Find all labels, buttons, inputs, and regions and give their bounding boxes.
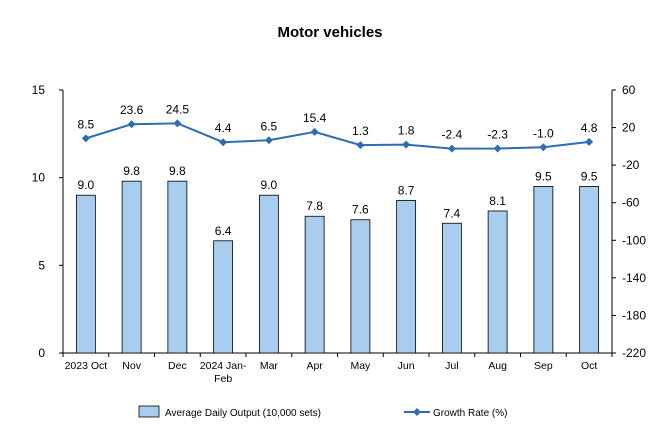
left-tick-label: 5	[38, 258, 45, 272]
category-label: Oct	[581, 360, 597, 372]
growth-marker	[219, 138, 228, 147]
growth-marker	[264, 136, 273, 145]
category-label: Apr	[306, 360, 323, 372]
bar-value-label: 7.6	[352, 203, 369, 217]
bar-value-label: 9.5	[535, 169, 552, 183]
growth-marker	[447, 144, 456, 153]
bar-value-label: 9.8	[123, 164, 140, 178]
bar-value-label: 9.5	[581, 169, 598, 183]
category-label: Jun	[398, 360, 415, 372]
right-tick-label: -180	[622, 308, 646, 322]
bar	[396, 200, 417, 354]
growth-marker	[585, 137, 594, 146]
bar-value-label: 8.1	[489, 194, 506, 208]
bar-value-label: 8.7	[398, 183, 415, 197]
bar	[75, 194, 96, 354]
bar	[258, 194, 279, 354]
growth-marker	[402, 140, 411, 149]
category-label: Mar	[260, 360, 279, 372]
growth-value-label: -1.0	[533, 126, 554, 140]
category-label: Aug	[488, 360, 507, 372]
growth-marker	[173, 119, 182, 128]
right-tick-label: -140	[622, 271, 646, 285]
right-tick-label: -60	[622, 196, 640, 210]
growth-marker	[310, 127, 319, 136]
growth-value-label: 1.8	[398, 124, 415, 138]
growth-value-label: 8.5	[78, 117, 95, 131]
bar	[579, 186, 600, 354]
bar-value-label: 6.4	[215, 224, 232, 238]
growth-marker	[127, 120, 136, 129]
bar-value-label: 7.4	[444, 206, 461, 220]
bar	[533, 186, 554, 354]
legend-bar-swatch	[138, 405, 160, 418]
growth-value-label: 23.6	[120, 103, 144, 117]
category-label: Nov	[122, 360, 141, 372]
category-label: 2023 Oct	[65, 360, 108, 372]
legend-bar-label: Average Daily Output (10,000 sets)	[165, 408, 321, 419]
bar	[121, 180, 142, 354]
growth-value-label: 15.4	[303, 111, 327, 125]
right-tick-label: -100	[622, 233, 646, 247]
growth-value-label: 1.3	[352, 124, 369, 138]
category-label: 2024 Jan-	[200, 360, 247, 372]
growth-marker	[81, 134, 90, 143]
left-tick-label: 10	[32, 171, 46, 185]
legend-line-marker	[413, 408, 421, 416]
category-label: Dec	[168, 360, 187, 372]
bar-value-label: 9.0	[261, 178, 278, 192]
left-tick-label: 0	[38, 346, 45, 360]
right-tick-label: 60	[622, 83, 636, 97]
growth-value-label: -2.4	[442, 128, 463, 142]
category-label-cont: Feb	[214, 373, 232, 385]
category-label: Jul	[445, 360, 458, 372]
right-tick-label: -220	[622, 346, 646, 360]
bar	[304, 215, 325, 354]
bar	[350, 219, 371, 354]
category-label: May	[350, 360, 371, 372]
bar	[441, 222, 462, 354]
bar-value-label: 7.8	[306, 199, 323, 213]
left-tick-label: 15	[32, 83, 46, 97]
growth-marker	[539, 143, 548, 152]
bar-value-label: 9.8	[169, 164, 186, 178]
growth-value-label: 24.5	[166, 102, 190, 116]
growth-value-label: 4.4	[215, 121, 232, 135]
right-tick-label: 20	[622, 121, 636, 135]
right-tick-label: -20	[622, 158, 640, 172]
growth-marker	[493, 144, 502, 153]
chart-title: Motor vehicles	[277, 24, 383, 41]
bar	[213, 240, 234, 354]
growth-value-label: 6.5	[261, 119, 278, 133]
bar	[487, 210, 508, 354]
bar	[167, 180, 188, 354]
growth-value-label: 4.8	[581, 121, 598, 135]
legend-line-label: Growth Rate (%)	[433, 408, 507, 419]
category-label: Sep	[534, 360, 553, 372]
growth-marker	[356, 141, 365, 150]
growth-value-label: -2.3	[487, 128, 508, 142]
growth-line	[85, 122, 590, 150]
bar-value-label: 9.0	[78, 178, 95, 192]
